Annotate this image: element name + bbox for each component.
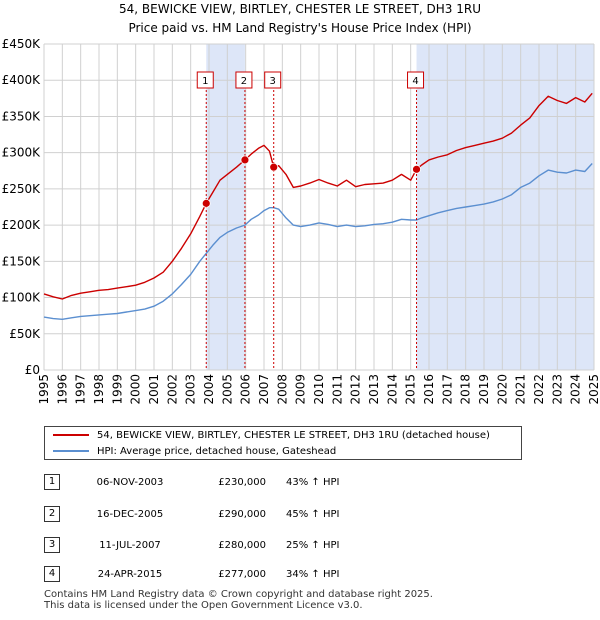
sale-hpi-change: 43% ↑ HPI	[286, 477, 340, 488]
series-line-hpi	[43, 163, 593, 320]
x-tick-label: 1999	[110, 374, 124, 405]
sale-label-box	[407, 71, 425, 89]
legend-label-property: 54, BEWICKE VIEW, BIRTLEY, CHESTER LE ST…	[97, 430, 490, 441]
chart-legend: 54, BEWICKE VIEW, BIRTLEY, CHESTER LE ST…	[44, 426, 522, 460]
x-tick-label: 2000	[129, 374, 143, 405]
sale-row: 2 16-DEC-2005 £290,000 45% ↑ HPI	[0, 506, 600, 524]
x-tick-label: 2003	[184, 374, 198, 405]
sale-price: £230,000	[218, 477, 266, 488]
sale-price: £290,000	[218, 509, 266, 520]
sale-label-box	[235, 71, 253, 89]
x-tick-label: 1997	[74, 374, 88, 405]
x-tick-label: 2002	[165, 374, 179, 405]
sale-price: £277,000	[218, 569, 266, 580]
x-tick-label: 2025	[587, 374, 600, 405]
legend-item-hpi: HPI: Average price, detached house, Gate…	[53, 444, 336, 460]
x-tick-label: 2011	[330, 374, 344, 405]
sale-point	[269, 162, 279, 172]
y-tick-label: £400K	[2, 73, 42, 87]
x-tick-label: 2006	[239, 374, 253, 405]
sale-number-badge: 4	[44, 566, 60, 582]
y-tick-label: £150K	[2, 254, 42, 268]
y-tick-label: £450K	[2, 37, 42, 51]
sale-number-badge: 1	[44, 474, 60, 490]
x-tick-label: 2021	[514, 374, 528, 405]
sale-price: £280,000	[218, 540, 266, 551]
x-tick-label: 2017	[440, 374, 454, 405]
x-tick-label: 2008	[275, 374, 289, 405]
series-line-property	[43, 92, 593, 300]
chart-title-block: 54, BEWICKE VIEW, BIRTLEY, CHESTER LE ST…	[0, 0, 600, 38]
y-tick-label: £200K	[2, 218, 42, 232]
y-tick-label: £0	[25, 363, 40, 377]
sale-label: 1	[202, 76, 208, 87]
x-tick-label: 2007	[257, 374, 271, 405]
x-tick-label: 2024	[569, 374, 583, 405]
x-tick-label: 2010	[312, 374, 326, 405]
sale-label: 3	[270, 76, 276, 87]
sale-row: 4 24-APR-2015 £277,000 34% ↑ HPI	[0, 566, 600, 584]
y-tick-label: £350K	[2, 109, 42, 123]
y-tick-label: £100K	[2, 291, 42, 305]
sale-point	[201, 198, 211, 208]
x-tick-label: 2018	[459, 374, 473, 405]
sale-date: 16-DEC-2005	[96, 509, 164, 520]
chart-title-line2: Price paid vs. HM Land Registry's House …	[128, 21, 472, 35]
sale-number-badge: 2	[44, 506, 60, 522]
x-tick-label: 2023	[550, 374, 564, 405]
x-tick-label: 2013	[367, 374, 381, 405]
legend-item-property: 54, BEWICKE VIEW, BIRTLEY, CHESTER LE ST…	[53, 428, 490, 444]
x-tick-label: 2016	[422, 374, 436, 405]
footer-line2: This data is licensed under the Open Gov…	[44, 600, 363, 611]
sale-label-box	[264, 71, 282, 89]
x-tick-label: 1996	[55, 374, 69, 405]
x-tick-label: 1998	[92, 374, 106, 405]
shaded-band	[206, 44, 245, 370]
sale-label: 4	[412, 76, 418, 87]
shaded-band	[416, 44, 594, 370]
sale-date: 24-APR-2015	[97, 569, 163, 580]
y-tick-label: £300K	[2, 146, 42, 160]
x-tick-label: 2012	[349, 374, 363, 405]
x-tick-label: 2005	[220, 374, 234, 405]
y-tick-label: £50K	[9, 327, 41, 341]
sale-hpi-change: 34% ↑ HPI	[286, 569, 340, 580]
x-tick-label: 2015	[404, 374, 418, 405]
sale-number-badge: 3	[44, 537, 60, 553]
footer-line1: Contains HM Land Registry data © Crown c…	[44, 589, 433, 600]
sale-hpi-change: 25% ↑ HPI	[286, 540, 340, 551]
sale-date: 11-JUL-2007	[99, 540, 161, 551]
y-tick-label: £250K	[2, 182, 42, 196]
legend-swatch-property	[53, 434, 89, 436]
sale-hpi-change: 45% ↑ HPI	[286, 509, 340, 520]
sale-label-box	[196, 71, 214, 89]
sale-point	[412, 164, 421, 174]
legend-swatch-hpi	[53, 450, 89, 452]
sale-label: 2	[241, 76, 247, 87]
sale-date: 06-NOV-2003	[96, 477, 164, 488]
legend-label-hpi: HPI: Average price, detached house, Gate…	[97, 446, 337, 457]
x-tick-label: 1995	[37, 374, 51, 405]
price-chart: £0 £50K £100K £150K £200K £250K £300K £350K £400…	[2, 37, 600, 405]
sale-point	[240, 155, 250, 165]
x-tick-label: 2014	[385, 374, 399, 405]
x-tick-label: 2019	[477, 374, 491, 405]
chart-title-line1: 54, BEWICKE VIEW, BIRTLEY, CHESTER LE ST…	[118, 2, 481, 16]
sale-row: 1 06-NOV-2003 £230,000 43% ↑ HPI	[0, 474, 600, 492]
x-tick-label: 2022	[532, 374, 546, 405]
x-tick-label: 2001	[147, 374, 161, 405]
footer-attribution: Contains HM Land Registry data © Crown c…	[44, 589, 433, 611]
sale-row: 3 11-JUL-2007 £280,000 25% ↑ HPI	[0, 537, 600, 555]
x-tick-label: 2009	[294, 374, 308, 405]
x-tick-label: 2020	[495, 374, 509, 405]
x-tick-label: 2004	[202, 374, 216, 405]
